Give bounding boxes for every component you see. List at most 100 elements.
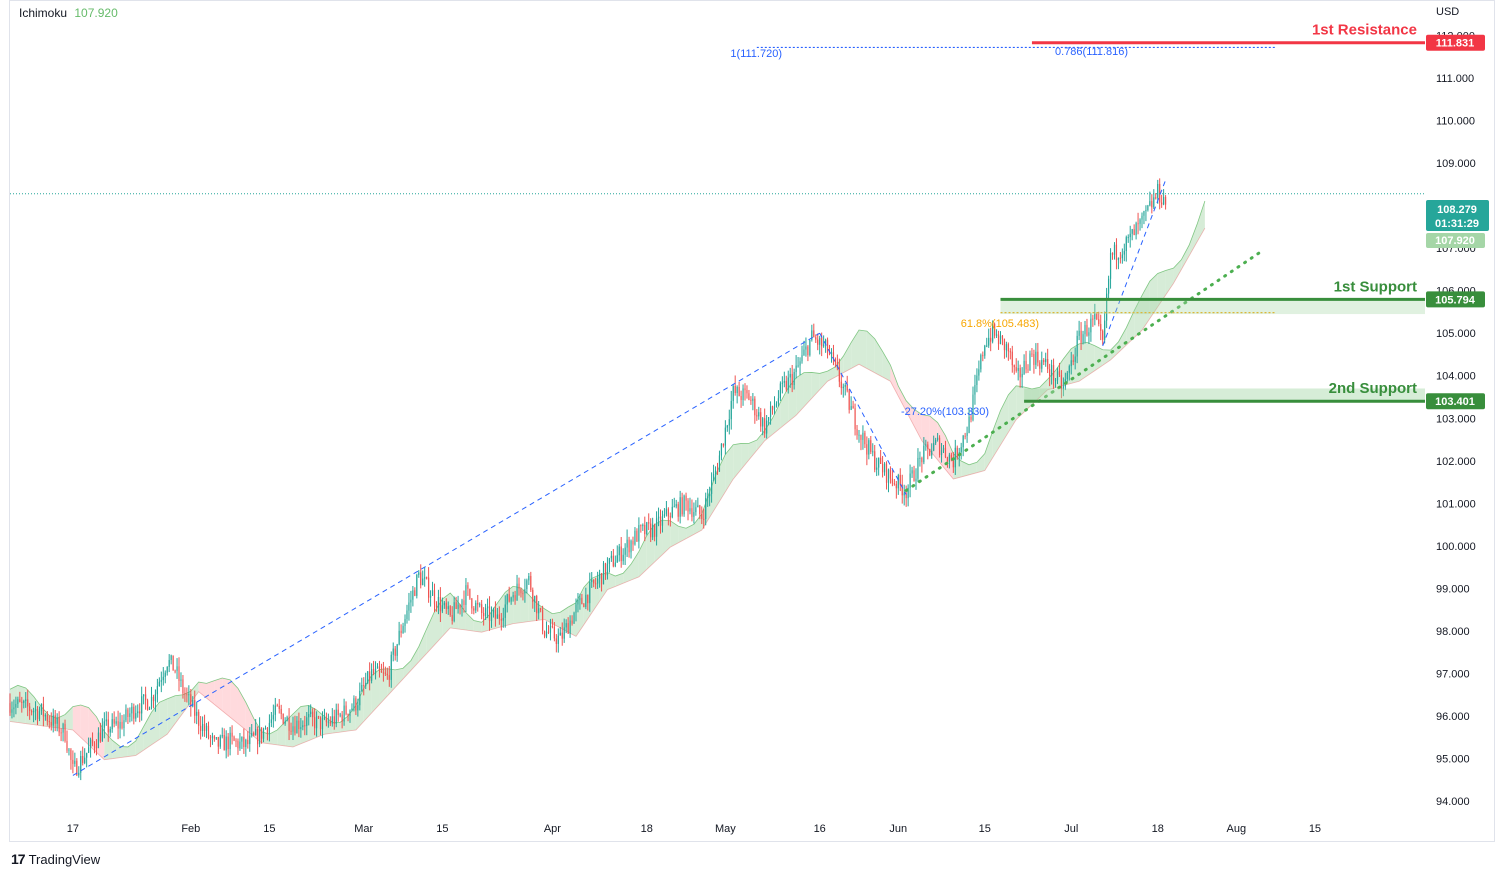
candle-body bbox=[870, 440, 872, 452]
candle bbox=[235, 738, 237, 748]
cloud-segment bbox=[1126, 310, 1135, 346]
candle-body bbox=[408, 602, 410, 611]
candle bbox=[935, 437, 937, 446]
candle bbox=[764, 408, 766, 438]
candle-body bbox=[589, 582, 591, 604]
candle bbox=[95, 739, 98, 756]
candle bbox=[732, 383, 734, 409]
candle bbox=[671, 499, 673, 519]
candle-body bbox=[1115, 244, 1118, 261]
candle bbox=[1009, 348, 1011, 360]
candle bbox=[310, 704, 312, 718]
candle bbox=[811, 324, 813, 342]
candle bbox=[219, 734, 221, 749]
candle bbox=[408, 592, 410, 621]
candle bbox=[1041, 351, 1043, 373]
candle-body bbox=[143, 694, 145, 697]
candle-body bbox=[929, 448, 931, 456]
candle-body bbox=[876, 467, 878, 470]
candle-body bbox=[168, 659, 170, 667]
x-axis-tick-label: May bbox=[715, 823, 736, 835]
candle-body bbox=[866, 444, 868, 455]
candle-body bbox=[742, 388, 744, 401]
candle-body bbox=[412, 590, 414, 600]
cloud-segment bbox=[1086, 342, 1095, 376]
candle bbox=[292, 716, 294, 741]
candle-body bbox=[767, 417, 770, 421]
candle-body bbox=[180, 679, 182, 681]
candle-body bbox=[339, 714, 341, 716]
candle-body bbox=[23, 701, 25, 703]
candle bbox=[852, 400, 854, 409]
cloud-segment bbox=[395, 668, 404, 688]
candle bbox=[404, 614, 406, 633]
candle-body bbox=[748, 393, 750, 400]
candle bbox=[131, 702, 133, 722]
candle-body bbox=[141, 696, 143, 714]
candle bbox=[1137, 212, 1139, 235]
candle bbox=[775, 401, 778, 408]
candle bbox=[927, 441, 929, 460]
candle-body bbox=[294, 726, 296, 734]
indicator-legend[interactable]: Ichimoku 107.920 bbox=[19, 6, 118, 20]
candle-body bbox=[1092, 318, 1094, 320]
tradingview-logo[interactable]: 17 TradingView bbox=[11, 851, 100, 867]
candle-body bbox=[703, 518, 705, 520]
candle bbox=[990, 327, 992, 352]
candle-body bbox=[13, 707, 15, 710]
candle-body bbox=[587, 594, 589, 604]
candle bbox=[103, 712, 105, 739]
candle-body bbox=[101, 727, 103, 742]
candle bbox=[591, 572, 593, 588]
candle bbox=[337, 703, 339, 722]
candle bbox=[247, 731, 249, 749]
candle bbox=[718, 450, 721, 472]
candle-body bbox=[449, 606, 451, 616]
candle bbox=[143, 694, 145, 705]
y-axis-tick-label: 98.000 bbox=[1436, 626, 1470, 638]
candle bbox=[707, 488, 709, 507]
candle bbox=[960, 442, 962, 460]
candle-body bbox=[646, 522, 648, 535]
y-axis-tick-label: 105.000 bbox=[1436, 328, 1476, 340]
candle bbox=[475, 600, 477, 614]
candle bbox=[461, 598, 463, 617]
candle bbox=[701, 506, 703, 525]
candle-body bbox=[897, 475, 899, 489]
candle bbox=[997, 330, 1000, 350]
candle bbox=[870, 435, 872, 455]
candle-body bbox=[595, 583, 597, 585]
candle bbox=[99, 722, 102, 743]
candle-body bbox=[528, 576, 530, 581]
candle bbox=[783, 371, 785, 388]
candle bbox=[48, 715, 50, 729]
chart-frame[interactable] bbox=[9, 0, 1495, 842]
candle bbox=[1123, 243, 1125, 262]
candle-body bbox=[685, 495, 687, 501]
candle-body bbox=[481, 604, 483, 613]
candle-body bbox=[113, 719, 115, 724]
candle bbox=[958, 447, 960, 467]
candle-body bbox=[909, 473, 911, 488]
candle bbox=[1131, 228, 1133, 241]
candle-body bbox=[1164, 196, 1167, 205]
cloud-segment bbox=[693, 514, 702, 535]
candle-body bbox=[779, 383, 781, 399]
candle-body bbox=[341, 714, 343, 722]
candle-body bbox=[453, 602, 455, 621]
candle-body bbox=[752, 398, 754, 401]
candle bbox=[274, 697, 276, 722]
candle-body bbox=[1082, 334, 1084, 343]
candle-body bbox=[984, 345, 986, 356]
candle-body bbox=[683, 495, 685, 515]
candle-body bbox=[471, 598, 473, 609]
candle bbox=[141, 686, 143, 721]
candle bbox=[553, 622, 555, 642]
candle-body bbox=[384, 672, 386, 674]
candle-body bbox=[775, 403, 778, 407]
candle bbox=[618, 543, 620, 562]
candle-body bbox=[925, 444, 927, 446]
cloud-segment bbox=[1173, 259, 1182, 284]
level-price-badge bbox=[1426, 291, 1485, 308]
